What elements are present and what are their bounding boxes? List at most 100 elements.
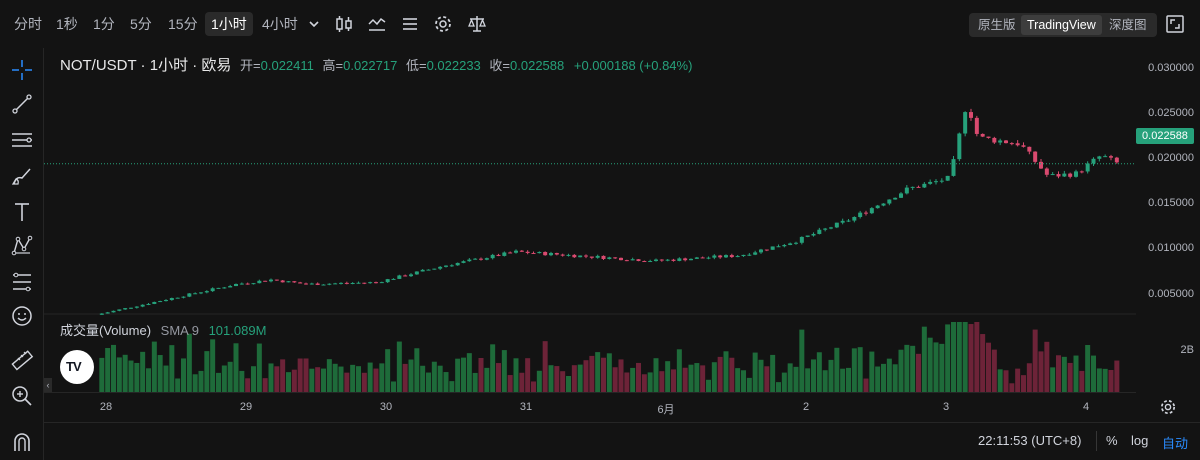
view-tradingview[interactable]: TradingView (1021, 15, 1102, 35)
volume-bar (122, 354, 128, 392)
timezone-clock[interactable]: 22:11:53 (UTC+8) (978, 433, 1082, 448)
volume-bar (875, 366, 881, 392)
timeframe-1s[interactable]: 1秒 (56, 16, 78, 32)
text-tool-icon[interactable] (10, 200, 34, 224)
timeframe-5m[interactable]: 5分 (130, 16, 152, 32)
magnet-icon[interactable] (10, 430, 34, 454)
candle-body (514, 250, 518, 253)
open-value: 0.022411 (260, 58, 314, 73)
crosshair-icon[interactable] (10, 58, 34, 82)
scroll-left-tab[interactable]: ‹ (44, 378, 52, 392)
candle-body (490, 254, 495, 259)
candle-body (648, 261, 653, 263)
chart-settings-icon[interactable] (1158, 397, 1178, 417)
layout-list-icon[interactable] (399, 13, 421, 35)
fullscreen-icon[interactable] (1164, 13, 1186, 35)
volume-bar (694, 363, 700, 392)
candle-body (560, 254, 565, 256)
close-label: 收= (489, 58, 511, 73)
view-depth[interactable]: 深度图 (1109, 18, 1147, 32)
candle-body (321, 284, 326, 286)
volume-bar (951, 322, 956, 392)
candle-body (636, 259, 641, 262)
chevron-down-icon[interactable] (303, 13, 319, 35)
candle-body (980, 133, 985, 137)
candle-body (677, 258, 682, 261)
candle-body (1039, 161, 1043, 169)
candle-body (1097, 156, 1102, 159)
volume-bar (1044, 341, 1050, 392)
indicators-icon[interactable] (366, 13, 388, 35)
volume-bar (181, 358, 186, 392)
price-axis[interactable]: 0.030000 0.025000 0.020000 0.015000 0.01… (1136, 48, 1200, 392)
candle-body (420, 269, 425, 272)
timeframe-1h[interactable]: 1小时 (205, 12, 253, 36)
candle-body (234, 283, 238, 287)
brush-icon[interactable] (10, 164, 34, 188)
view-switcher: 原生版 TradingView 深度图 (969, 13, 1157, 37)
volume-bar (968, 324, 974, 392)
timeframe-1m[interactable]: 1分 (93, 16, 115, 32)
time-axis[interactable]: 28 29 30 31 6月 2 3 4 (44, 392, 1136, 422)
settings-icon[interactable] (432, 13, 454, 35)
volume-bar (105, 348, 111, 392)
candle-body (910, 186, 915, 188)
candle-body (642, 261, 647, 263)
emoji-icon[interactable] (10, 304, 34, 328)
trendline-icon[interactable] (10, 92, 34, 116)
volume-bar (227, 361, 233, 392)
candle-body (409, 274, 413, 277)
log-scale-button[interactable]: log (1131, 433, 1149, 448)
volume-bar (245, 378, 251, 392)
fib-levels-icon[interactable] (10, 270, 34, 294)
candle-body (747, 254, 752, 256)
candle-body (484, 258, 489, 260)
timeframe-15m[interactable]: 15分 (168, 16, 198, 32)
tradingview-logo[interactable]: TV (60, 350, 94, 384)
candle-body (741, 254, 746, 257)
candle-body (589, 256, 594, 258)
candle-body (1079, 171, 1084, 173)
volume-bar (321, 368, 326, 392)
timeframe-4h[interactable]: 4小时 (262, 16, 298, 32)
view-native[interactable]: 原生版 (978, 18, 1016, 32)
candle-body (659, 259, 664, 261)
low-value: 0.022233 (426, 58, 481, 73)
volume-bar (420, 365, 426, 392)
ruler-icon[interactable] (10, 348, 34, 372)
volume-bar (256, 343, 262, 392)
volume-bar (414, 348, 420, 392)
zoom-in-icon[interactable] (10, 384, 34, 408)
volume-bar (741, 370, 746, 392)
candle-body (840, 220, 845, 223)
volume-bar (402, 363, 408, 392)
volume-bar (799, 329, 805, 392)
pattern-icon[interactable] (10, 234, 34, 258)
candle-body (718, 255, 723, 258)
price-chart[interactable] (44, 48, 1136, 392)
time-tick: 3 (942, 401, 950, 413)
open-label: 开= (240, 58, 261, 73)
timeframe-1[interactable]: 分时 (14, 16, 42, 32)
scale-balance-icon[interactable] (466, 13, 488, 35)
volume-bar (1009, 383, 1015, 392)
candle-body (280, 280, 285, 283)
volume-bar (356, 366, 361, 392)
candle-body (309, 283, 314, 285)
candle-body (654, 259, 658, 262)
candle-body (193, 293, 198, 295)
percent-scale-button[interactable]: % (1106, 433, 1118, 448)
candle-body (274, 279, 279, 281)
volume-bar (991, 349, 997, 392)
candle-body (601, 255, 606, 260)
auto-scale-button[interactable]: 自动 (1162, 436, 1189, 451)
candle-body (444, 265, 448, 267)
horizontal-lines-icon[interactable] (10, 128, 34, 152)
candlestick-chart-icon[interactable] (333, 13, 355, 35)
volume-bar (286, 372, 291, 392)
volume-bar (729, 357, 735, 392)
volume-bar (338, 366, 344, 392)
volume-bar (151, 341, 157, 392)
volume-bar (560, 371, 566, 392)
volume-bar (781, 372, 787, 392)
